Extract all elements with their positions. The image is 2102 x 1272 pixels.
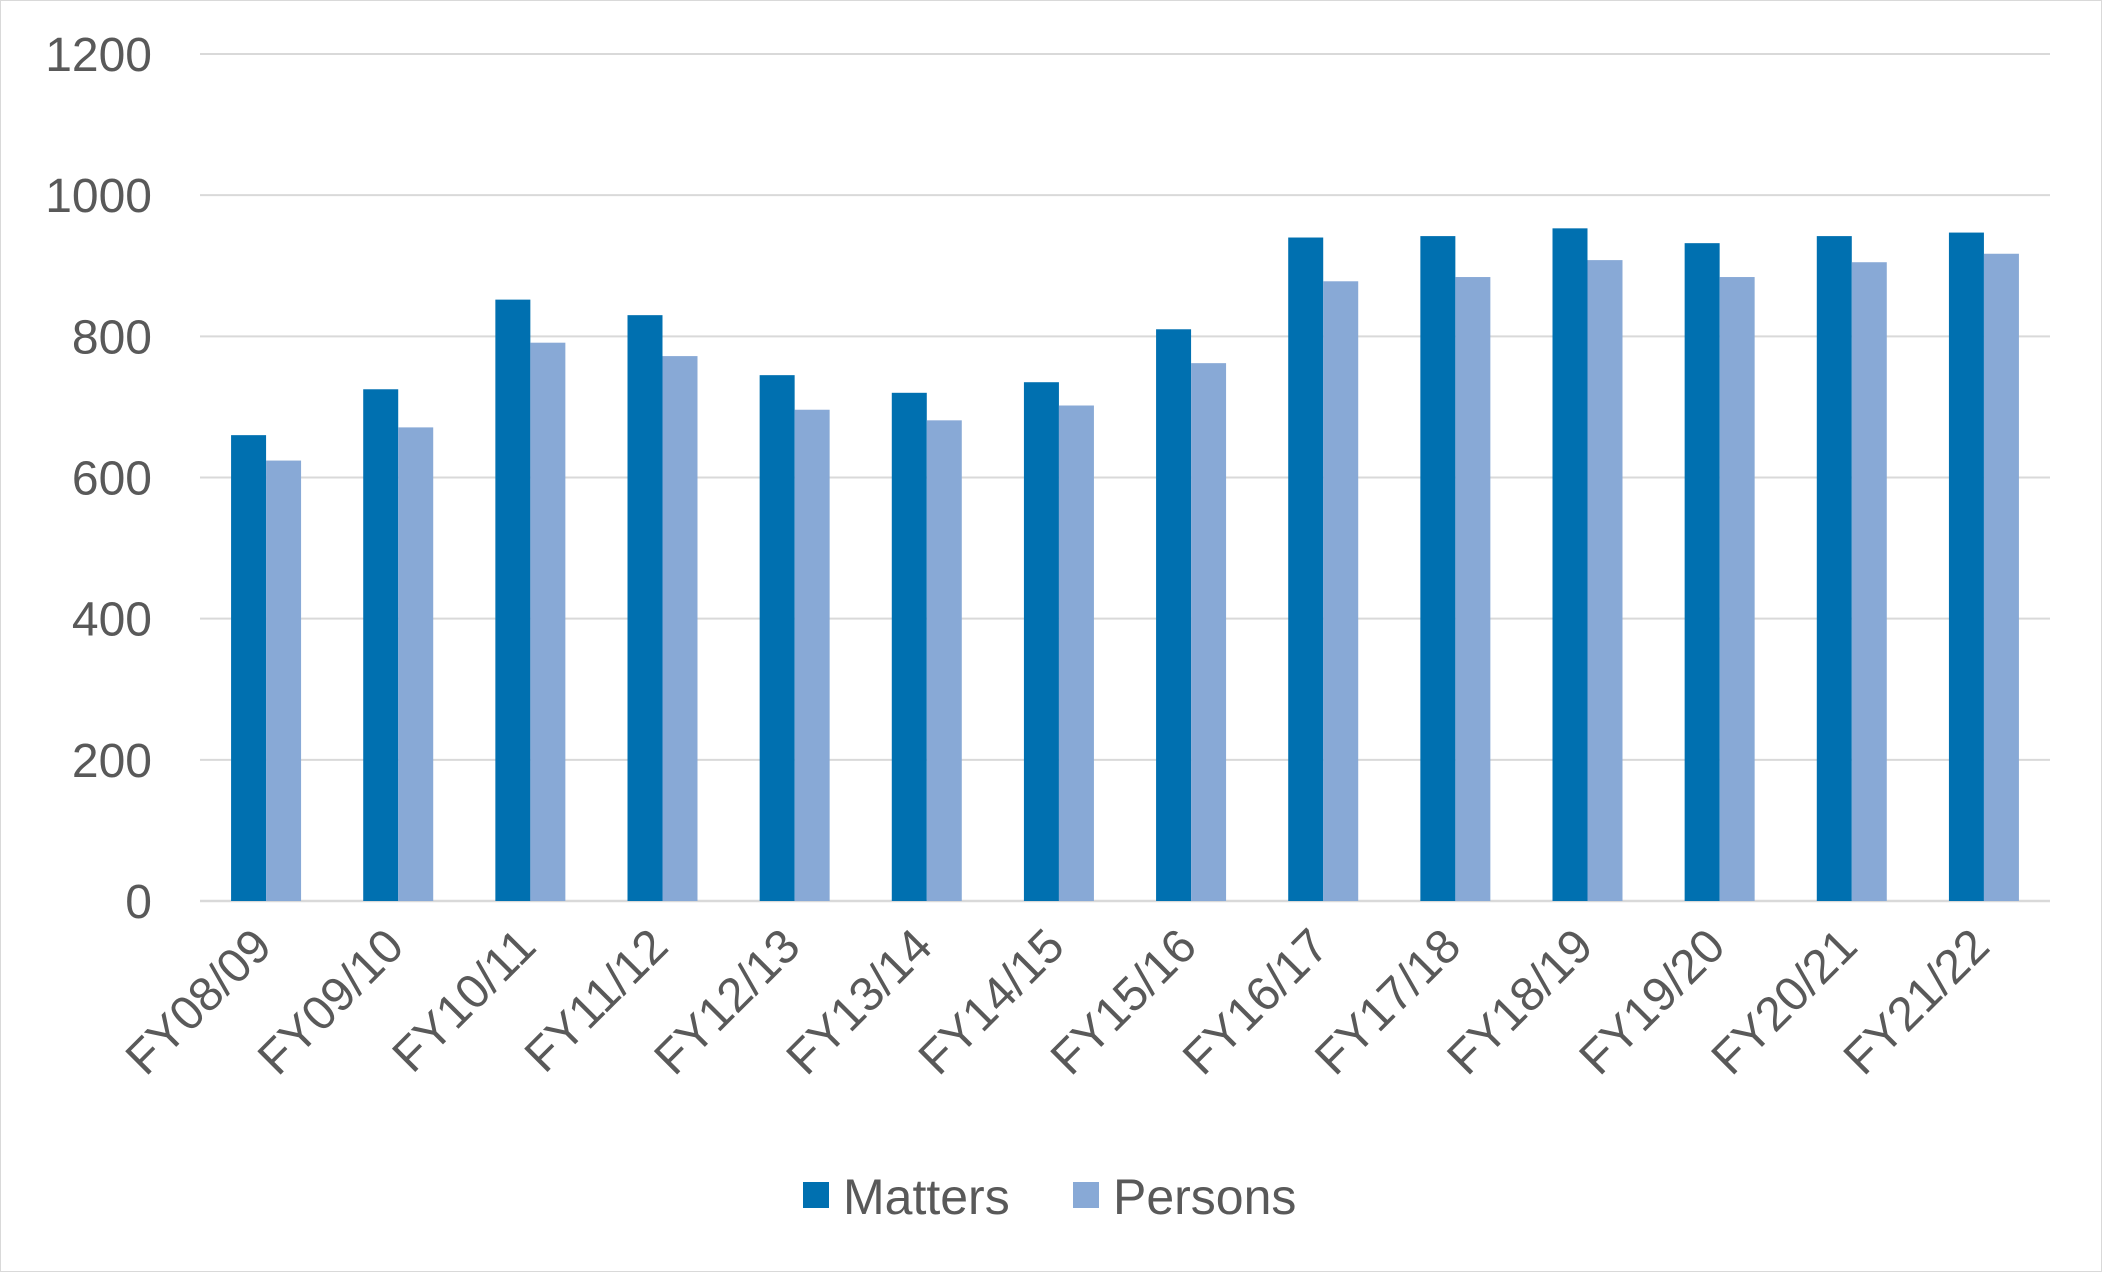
bar-matters-6 [1023, 382, 1059, 901]
y-tick-label: 800 [72, 311, 152, 364]
bar-matters-8 [1288, 237, 1324, 901]
x-tick-label: FY08/09 [116, 919, 282, 1085]
legend-swatch-matters [803, 1182, 829, 1208]
legend-label-persons: Persons [1113, 1169, 1296, 1225]
legend-swatch-persons [1073, 1182, 1099, 1208]
bar-persons-12 [1851, 262, 1887, 901]
x-tick-label: FY18/19 [1437, 919, 1603, 1085]
bar-matters-11 [1684, 243, 1720, 901]
x-tick-label: FY17/18 [1305, 919, 1471, 1085]
bar-matters-4 [759, 375, 795, 901]
x-tick-label: FY19/20 [1570, 919, 1736, 1085]
bar-persons-13 [1983, 253, 2019, 901]
y-tick-label: 1200 [45, 29, 152, 82]
x-tick-label: FY20/21 [1702, 919, 1868, 1085]
x-tick-label: FY16/17 [1173, 919, 1339, 1085]
bar-persons-4 [794, 409, 830, 901]
bar-matters-9 [1420, 236, 1456, 902]
bar-persons-8 [1323, 281, 1359, 901]
bar-persons-6 [1058, 405, 1094, 901]
bars [231, 228, 2019, 902]
bar-matters-7 [1156, 329, 1192, 901]
legend-label-matters: Matters [843, 1169, 1010, 1225]
y-tick-label: 0 [125, 876, 152, 929]
x-tick-label: FY12/13 [645, 919, 811, 1085]
y-tick-label: 600 [72, 453, 152, 506]
y-tick-label: 400 [72, 594, 152, 647]
bar-persons-0 [266, 460, 302, 901]
legend: Matters Persons [803, 1169, 1296, 1225]
y-tick-label: 1000 [45, 170, 152, 223]
bar-matters-12 [1816, 236, 1852, 902]
x-tick-label: FY14/15 [909, 919, 1075, 1085]
bar-persons-11 [1719, 277, 1755, 901]
bar-matters-3 [627, 315, 663, 901]
x-tick-label: FY09/10 [248, 919, 414, 1085]
x-tick-label: FY13/14 [777, 919, 943, 1085]
bar-matters-2 [495, 299, 531, 901]
x-tick-label: FY21/22 [1834, 919, 2000, 1085]
bar-persons-9 [1455, 277, 1491, 901]
y-axis-ticks: 0 200 400 600 800 1000 1200 [45, 29, 152, 929]
bar-persons-7 [1191, 363, 1227, 901]
bar-matters-10 [1552, 228, 1588, 902]
bar-matters-13 [1948, 232, 1984, 902]
x-axis-ticks: FY08/09FY09/10FY10/11FY11/12FY12/13FY13/… [116, 919, 2000, 1085]
gridlines [200, 53, 2050, 903]
x-tick-label: FY15/16 [1041, 919, 1207, 1085]
bar-matters-5 [891, 392, 927, 901]
y-tick-label: 200 [72, 735, 152, 788]
bar-persons-2 [530, 342, 566, 902]
bar-matters-1 [363, 389, 399, 901]
bar-persons-5 [926, 420, 962, 901]
bar-persons-10 [1587, 260, 1623, 901]
bar-matters-0 [231, 435, 267, 901]
x-tick-label: FY10/11 [383, 919, 546, 1082]
bar-persons-1 [398, 427, 434, 901]
bar-persons-3 [662, 356, 698, 901]
